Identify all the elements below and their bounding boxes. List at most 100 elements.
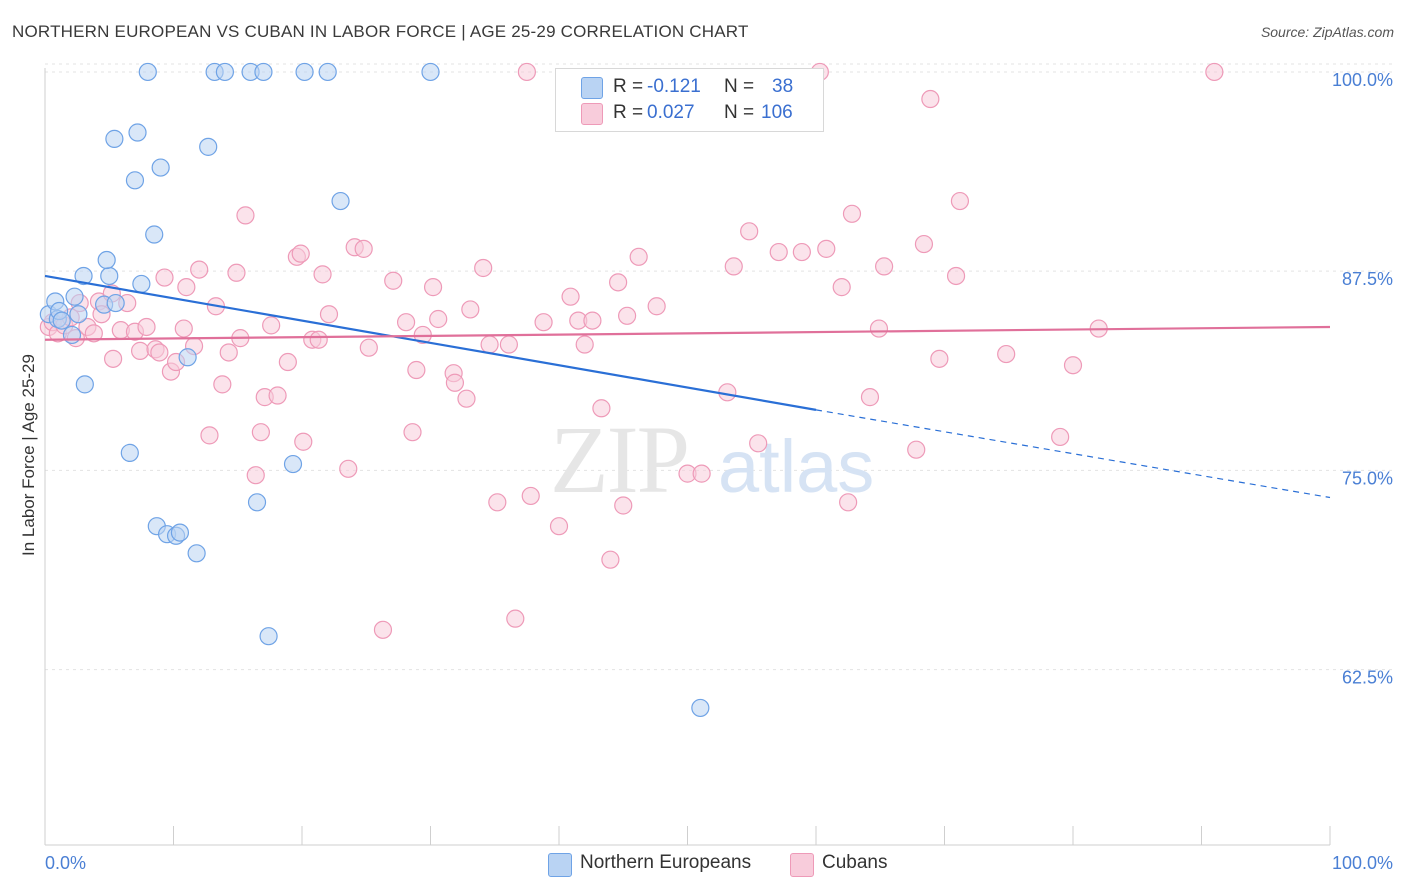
legend-n-value: 106 xyxy=(761,102,793,123)
point-cuban xyxy=(155,268,174,287)
point-cuban xyxy=(817,239,836,258)
point-cuban xyxy=(150,343,169,362)
point-cuban xyxy=(592,399,611,418)
point-cuban xyxy=(396,313,416,332)
point-northern-european xyxy=(106,293,125,313)
point-cuban xyxy=(549,517,569,536)
point-cuban xyxy=(313,265,332,284)
point-cuban xyxy=(869,319,889,338)
point-cuban xyxy=(104,349,123,368)
point-cuban xyxy=(792,242,811,262)
point-northern-european xyxy=(97,250,116,270)
legend-swatch-northern xyxy=(548,853,572,877)
point-cuban xyxy=(832,278,851,297)
legend-r-value: 0.027 xyxy=(647,102,695,123)
chart-title: NORTHERN EUROPEAN VS CUBAN IN LABOR FORC… xyxy=(12,22,749,41)
point-northern-european xyxy=(52,311,71,330)
data-points xyxy=(39,62,1224,718)
point-cuban xyxy=(429,309,448,329)
point-northern-european xyxy=(62,325,82,345)
y-axis-title: In Labor Force | Age 25-29 xyxy=(19,354,38,556)
point-cuban xyxy=(629,247,648,266)
point-cuban xyxy=(575,335,594,354)
point-cuban xyxy=(647,297,666,316)
legend-n-label: N = xyxy=(724,76,755,97)
point-northern-european xyxy=(199,137,218,156)
legend-swatch-northern xyxy=(581,77,603,99)
point-cuban xyxy=(609,273,628,292)
point-cuban xyxy=(517,62,536,82)
point-cuban xyxy=(534,313,553,332)
point-northern-european xyxy=(105,129,124,148)
point-cuban xyxy=(339,459,358,478)
point-cuban xyxy=(227,263,246,282)
y-tick-label: 87.5% xyxy=(1342,269,1393,289)
stats-legend: R = -0.121 N = 38 R = 0.027 N = 106 xyxy=(555,68,824,132)
point-cuban xyxy=(749,434,768,453)
chart-source: Source: ZipAtlas.com xyxy=(1260,24,1394,40)
point-northern-european xyxy=(187,544,206,563)
point-cuban xyxy=(268,386,287,405)
point-cuban xyxy=(262,316,281,335)
legend-r-label: R = xyxy=(613,102,644,123)
axis-labels: 62.5% 75.0% 87.5% 100.0% 0.0% 100.0% In Labor … xyxy=(19,70,1393,873)
point-northern-european xyxy=(421,62,440,82)
point-cuban xyxy=(251,423,270,442)
legend-swatch-cubans xyxy=(581,103,603,125)
point-northern-european xyxy=(331,191,350,211)
point-cuban xyxy=(177,278,196,297)
point-cuban xyxy=(84,324,103,343)
point-cuban xyxy=(601,550,620,569)
point-cuban xyxy=(950,191,970,211)
legend-label-cubans: Cubans xyxy=(822,852,888,873)
point-northern-european xyxy=(259,627,278,646)
point-cuban xyxy=(309,330,328,349)
point-cuban xyxy=(403,423,422,442)
point-cuban xyxy=(499,335,518,354)
point-cuban xyxy=(294,432,313,451)
trend-line-northern-extrapolated xyxy=(815,409,1331,499)
point-cuban xyxy=(359,338,378,357)
point-cuban xyxy=(291,244,310,263)
point-northern-european xyxy=(75,375,94,394)
legend-r-value: -0.121 xyxy=(647,76,701,97)
point-cuban xyxy=(423,278,443,297)
point-cuban xyxy=(769,242,788,262)
point-cuban xyxy=(130,341,150,360)
y-tick-label: 75.0% xyxy=(1342,468,1393,488)
point-northern-european xyxy=(145,225,164,244)
point-cuban xyxy=(407,360,426,380)
point-northern-european xyxy=(254,62,273,82)
point-northern-european xyxy=(178,348,197,367)
point-cuban xyxy=(842,204,862,223)
axes xyxy=(44,68,1331,846)
point-cuban xyxy=(618,306,637,325)
trend-line-northern xyxy=(44,274,817,411)
point-northern-european xyxy=(283,454,303,474)
y-tick-label: 100.0% xyxy=(1332,70,1393,90)
gridlines xyxy=(45,63,1393,671)
point-northern-european xyxy=(74,266,93,286)
point-cuban xyxy=(875,257,894,276)
point-cuban xyxy=(457,389,476,408)
point-cuban xyxy=(200,426,219,445)
trend-line-cubans xyxy=(44,325,1331,341)
point-northern-european xyxy=(120,443,139,462)
point-northern-european xyxy=(65,287,84,306)
point-northern-european xyxy=(247,493,267,512)
point-cuban xyxy=(1063,356,1083,375)
x-tick-label: 100.0% xyxy=(1332,853,1393,873)
point-cuban xyxy=(236,206,255,225)
legend-swatch-cubans xyxy=(790,853,814,877)
point-cuban xyxy=(583,311,602,330)
point-northern-european xyxy=(100,266,119,286)
point-cuban xyxy=(921,89,940,109)
point-cuban xyxy=(914,234,934,254)
legend-n-value: 38 xyxy=(772,76,794,97)
point-northern-european xyxy=(215,62,234,82)
point-cuban xyxy=(1205,62,1224,82)
point-cuban xyxy=(246,466,265,485)
point-cuban xyxy=(474,258,493,278)
point-cuban xyxy=(839,493,858,512)
point-northern-european xyxy=(295,62,314,82)
